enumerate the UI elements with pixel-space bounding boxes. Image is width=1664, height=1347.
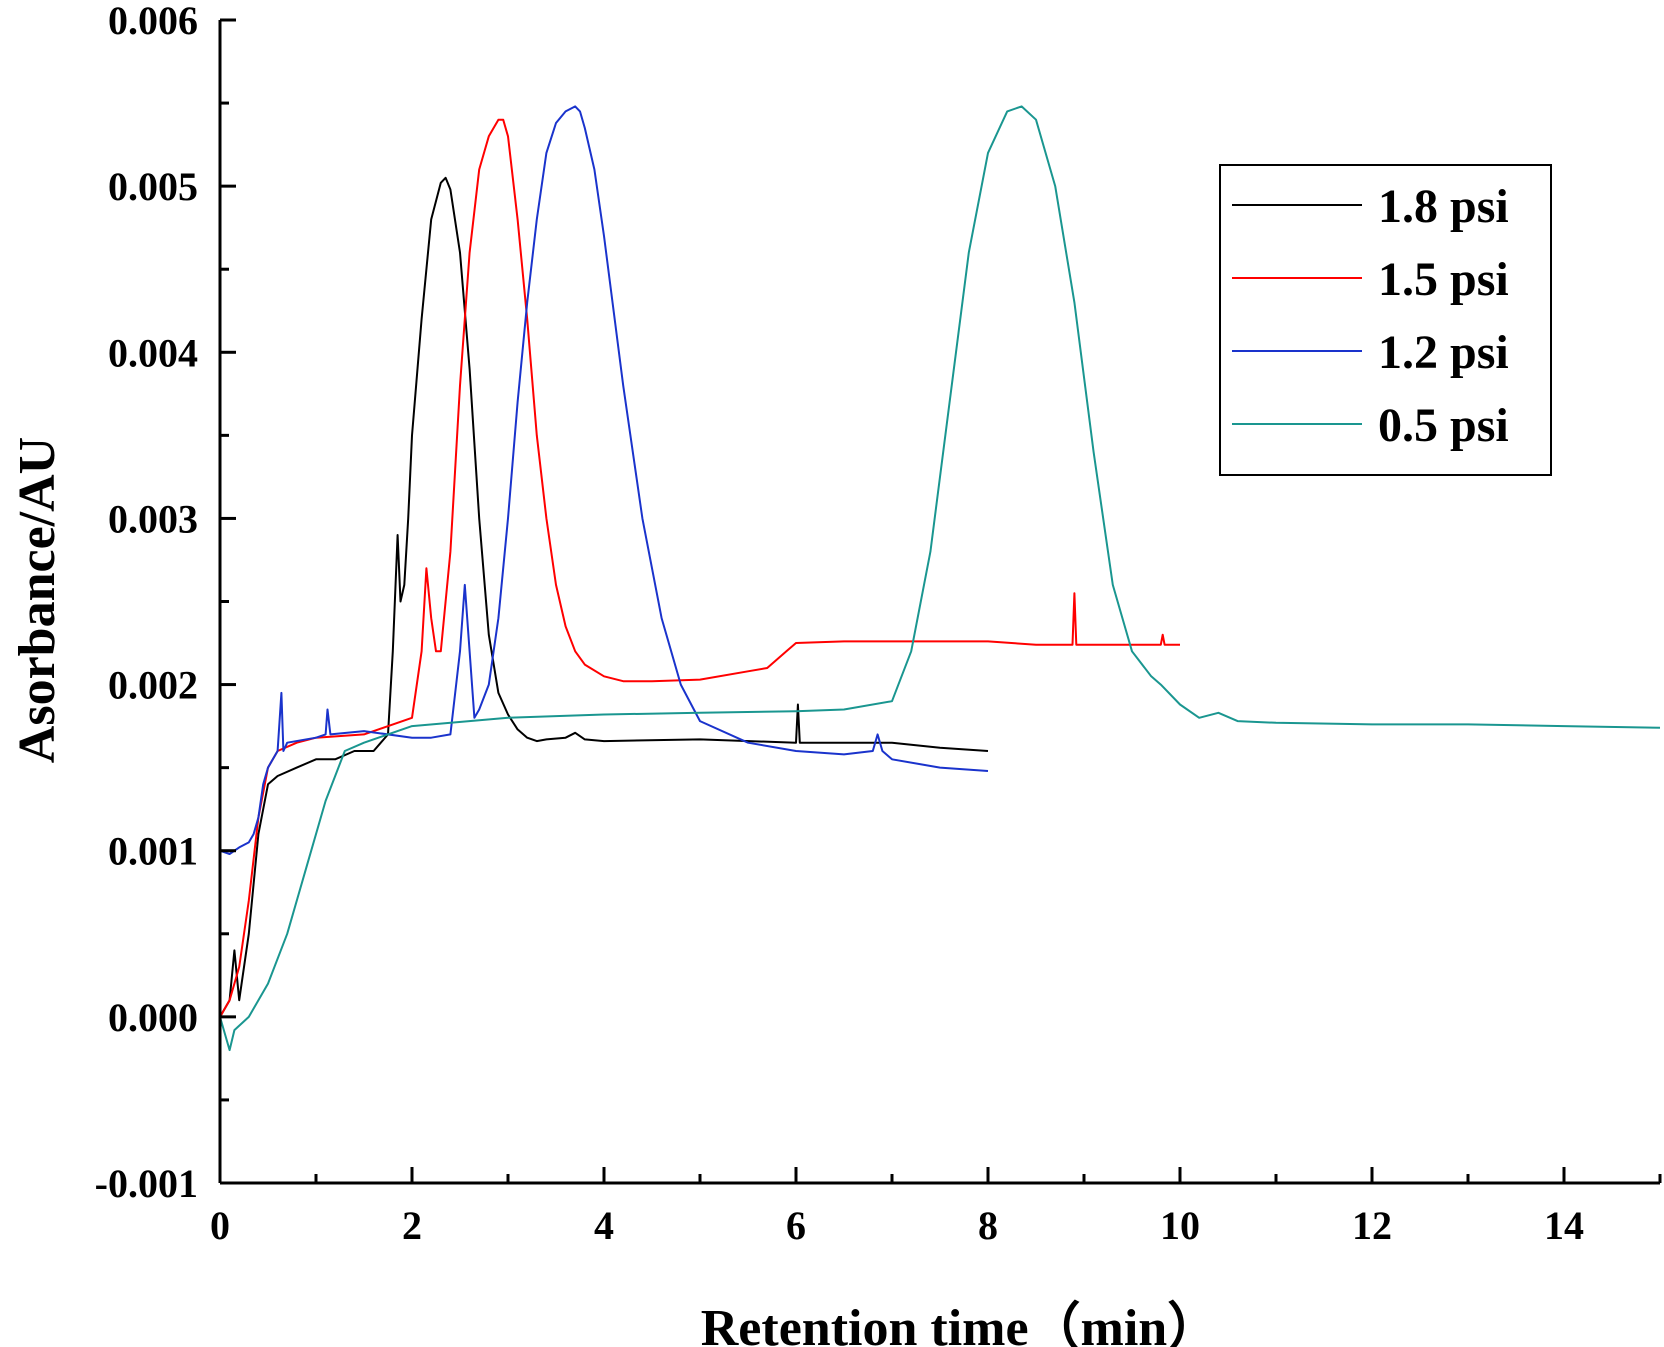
legend-label-1-8-psi: 1.8 psi <box>1378 180 1509 233</box>
y-tick-label: 0.003 <box>108 496 198 541</box>
legend-label-1-2-psi: 1.2 psi <box>1378 326 1509 379</box>
legend: 1.8 psi 1.5 psi 1.2 psi 0.5 psi <box>1219 164 1552 476</box>
series-line-1-5-psi <box>219 118 1180 1018</box>
y-tick-label: 0.006 <box>108 0 198 43</box>
series-line-1-8-psi <box>219 176 989 1018</box>
ticks-layer <box>218 18 1662 1185</box>
legend-label-1-5-psi: 1.5 psi <box>1378 253 1509 306</box>
y-tick-label: -0.001 <box>95 1161 198 1206</box>
x-tick-label: 14 <box>1544 1203 1584 1248</box>
y-tick-label: 0.005 <box>108 164 198 209</box>
x-tick-label: 10 <box>1160 1203 1200 1248</box>
x-tick-label: 8 <box>978 1203 998 1248</box>
y-tick-label: 0.000 <box>108 995 198 1040</box>
legend-label-0-5-psi: 0.5 psi <box>1378 399 1509 452</box>
x-axis-title: Retention time（min） <box>701 1299 1219 1347</box>
x-tick-label: 0 <box>210 1203 230 1248</box>
tick-labels-layer: 0 2 4 6 8 10 12 14 -0.001 0.000 0.001 0.002 0.003 0.0… <box>95 0 1584 1248</box>
legend-items: 1.8 psi 1.5 psi 1.2 psi 0.5 psi <box>1232 180 1509 452</box>
x-tick-label: 2 <box>402 1203 422 1248</box>
series-line-1-2-psi <box>219 105 989 855</box>
y-tick-label: 0.004 <box>108 330 198 375</box>
series-line-0-5-psi <box>219 105 1661 1052</box>
y-tick-label: 0.002 <box>108 663 198 708</box>
y-axis-title: Asorbance/AU <box>9 437 66 763</box>
y-tick-label: 0.001 <box>108 829 198 874</box>
x-tick-label: 6 <box>786 1203 806 1248</box>
x-tick-label: 12 <box>1352 1203 1392 1248</box>
series-layer <box>219 105 1661 1052</box>
x-tick-label: 4 <box>594 1203 614 1248</box>
